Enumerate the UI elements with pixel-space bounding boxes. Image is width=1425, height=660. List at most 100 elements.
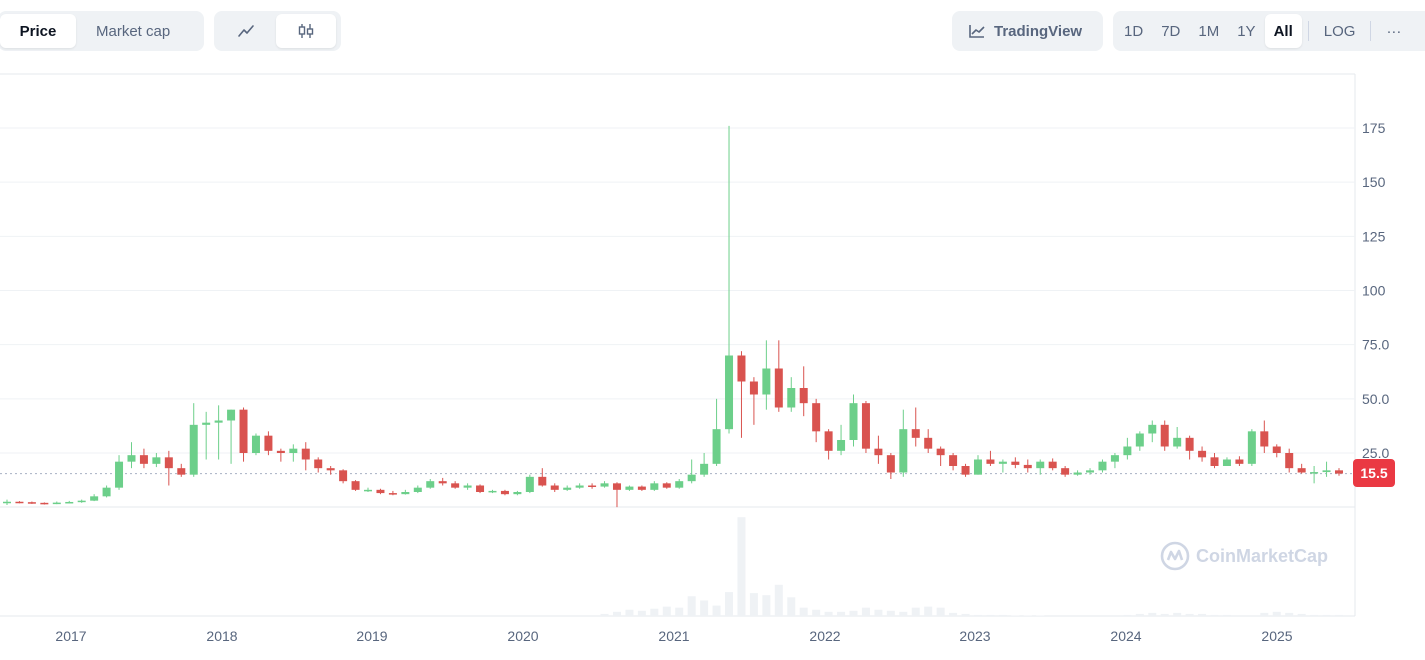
volume-bar xyxy=(612,611,621,616)
candle-body xyxy=(451,483,460,488)
candle-body xyxy=(612,483,621,490)
y-tick-label: 150 xyxy=(1362,174,1386,190)
candle-body xyxy=(1310,472,1319,474)
volume-bar xyxy=(637,610,646,616)
range-all[interactable]: All xyxy=(1264,14,1302,48)
volume-bar xyxy=(1023,615,1032,616)
candle-body xyxy=(413,487,422,492)
candle-body xyxy=(27,502,36,504)
y-tick-label: 25.0 xyxy=(1362,445,1389,461)
candle-body xyxy=(861,403,870,449)
line-chart-button[interactable] xyxy=(216,14,276,48)
range-7d[interactable]: 7D xyxy=(1161,22,1181,40)
candle-body xyxy=(550,485,559,490)
volume-bar xyxy=(1135,613,1144,616)
candle-body xyxy=(139,455,148,464)
candle-body xyxy=(588,485,597,487)
candle-body xyxy=(1123,446,1132,456)
candle-body xyxy=(525,476,534,492)
candlestick-chart-button[interactable] xyxy=(276,14,336,48)
candle-body xyxy=(961,466,970,475)
candle-body xyxy=(949,455,958,466)
metric-toggle: Price Market cap xyxy=(0,11,204,51)
volume-bar xyxy=(1198,613,1207,616)
x-tick-label: 2024 xyxy=(1110,628,1141,644)
candle-body xyxy=(700,463,709,475)
volume-bar xyxy=(725,592,734,616)
volume-bar xyxy=(687,596,696,616)
candle-body xyxy=(463,485,472,488)
candle-body xyxy=(600,483,609,487)
volume-bar xyxy=(899,611,908,616)
candle-body xyxy=(339,470,348,482)
candle-body xyxy=(52,502,61,505)
candle-body xyxy=(998,461,1007,464)
candle-body xyxy=(675,481,684,488)
x-tick-label: 2018 xyxy=(206,628,237,644)
candle-body xyxy=(973,459,982,475)
x-tick-label: 2022 xyxy=(809,628,840,644)
log-scale-button[interactable]: LOG xyxy=(1323,22,1356,40)
candle-body xyxy=(787,388,796,408)
candle-body xyxy=(762,368,771,395)
tradingview-button[interactable]: TradingView xyxy=(952,11,1103,51)
watermark-text: CoinMarketCap xyxy=(1196,545,1329,566)
candle-body xyxy=(936,448,945,456)
volume-bar xyxy=(1160,613,1169,616)
candle-body xyxy=(1235,459,1244,464)
volume-bar xyxy=(1222,614,1231,616)
more-options-button[interactable]: ··· xyxy=(1386,22,1402,40)
candle-body xyxy=(824,431,833,451)
price-tab[interactable]: Price xyxy=(0,14,76,48)
candle-body xyxy=(1160,424,1169,447)
candle-body xyxy=(1285,453,1294,469)
market-cap-tab[interactable]: Market cap xyxy=(96,22,171,40)
volume-bar xyxy=(700,600,709,616)
y-tick-label: 50.0 xyxy=(1362,391,1389,407)
candle-body xyxy=(1061,468,1070,475)
candle-body xyxy=(1335,470,1343,474)
range-1y[interactable]: 1Y xyxy=(1237,22,1256,40)
candle-body xyxy=(1210,457,1219,466)
volume-bar xyxy=(1272,611,1281,616)
candle-body xyxy=(202,422,211,425)
x-tick-label: 2023 xyxy=(959,628,990,644)
candle-body xyxy=(1322,470,1331,473)
volume-bar xyxy=(824,611,833,616)
x-tick-label: 2020 xyxy=(507,628,538,644)
volume-bar xyxy=(1011,615,1020,616)
candle-body xyxy=(924,437,933,449)
candle-body xyxy=(3,501,11,504)
candle-body xyxy=(500,490,509,495)
candle-body xyxy=(90,496,99,501)
volume-bar xyxy=(837,611,846,616)
candle-body xyxy=(575,485,584,488)
volume-bar xyxy=(799,607,808,616)
volume-bar xyxy=(662,606,671,616)
chart-type-toggle xyxy=(214,11,341,51)
volume-bar xyxy=(849,610,858,616)
candle-body xyxy=(1073,472,1082,475)
volume-bar xyxy=(762,595,771,616)
x-tick-label: 2025 xyxy=(1261,628,1292,644)
candle-body xyxy=(314,459,323,469)
y-tick-label: 75.0 xyxy=(1362,337,1389,353)
candle-body xyxy=(1036,461,1045,469)
candle-body xyxy=(488,490,497,493)
candle-body xyxy=(251,435,260,453)
range-1m[interactable]: 1M xyxy=(1198,22,1220,40)
candle-body xyxy=(1272,446,1281,453)
candle-body xyxy=(625,486,634,490)
volume-bar xyxy=(1322,614,1331,616)
candle-body xyxy=(899,429,908,473)
range-1d[interactable]: 1D xyxy=(1124,22,1144,40)
line-chart-icon xyxy=(238,25,254,37)
candle-body xyxy=(351,481,360,490)
volume-bar xyxy=(625,609,634,616)
candle-body xyxy=(1135,433,1144,447)
volume-bar xyxy=(1285,612,1294,616)
candle-body xyxy=(662,483,671,488)
candle-body xyxy=(77,500,86,503)
candle-body xyxy=(986,459,995,464)
